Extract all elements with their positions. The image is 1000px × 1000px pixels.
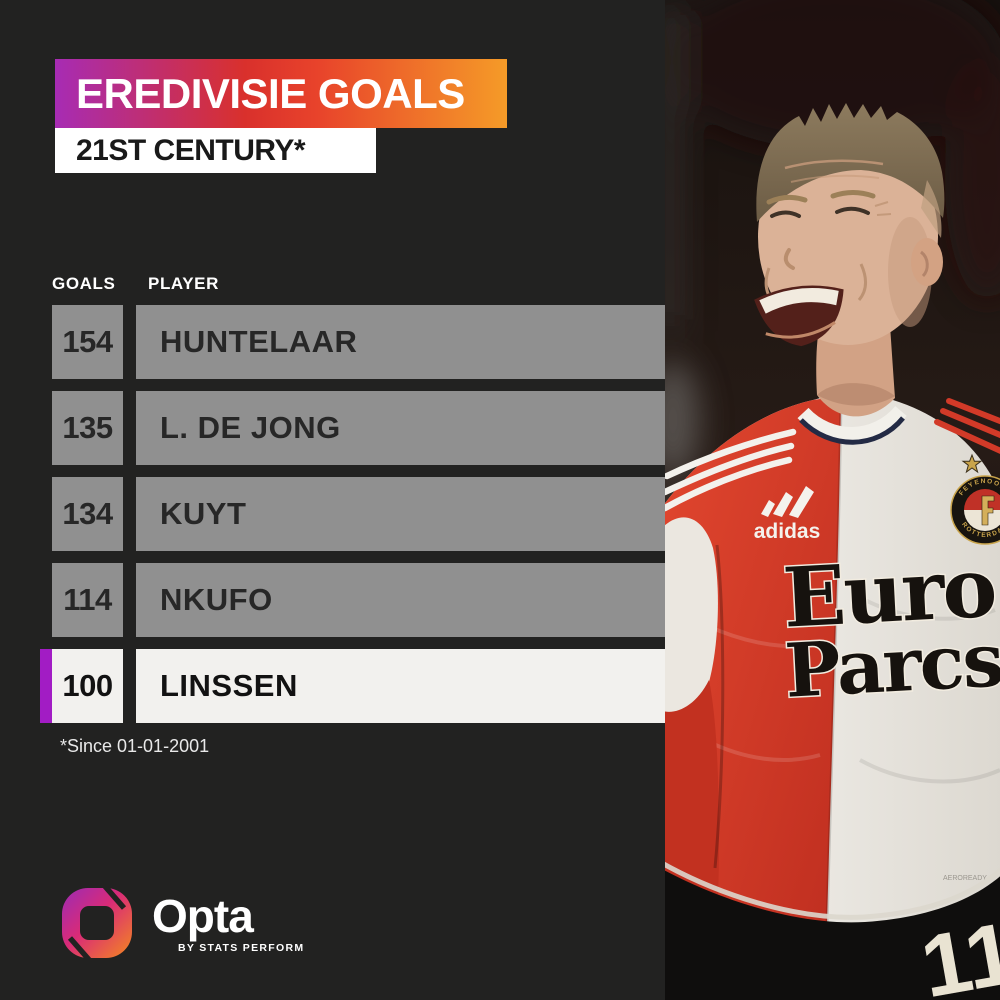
subtitle-box: 21ST CENTURY* xyxy=(55,128,376,173)
player-head xyxy=(754,103,945,417)
highlight-accent-bar xyxy=(40,477,52,551)
cell-gap xyxy=(123,305,136,379)
feyenoord-crest: FEYENOORD ROTTERDAM xyxy=(950,453,1000,545)
player-cell: LINSSEN xyxy=(136,649,665,723)
shoulder-stripes-left xyxy=(665,428,797,512)
table-row: 134 KUYT xyxy=(40,477,665,551)
goals-cell: 154 xyxy=(52,305,123,379)
sponsor-line1: Euro xyxy=(781,540,998,647)
goals-cell: 114 xyxy=(52,563,123,637)
player-photo: adidas AEROREADY FEYENOORD ROTTERDAM xyxy=(665,0,1000,1000)
opta-brand: Opta BY STATS PERFORM xyxy=(56,882,304,964)
goals-cell: 134 xyxy=(52,477,123,551)
aeroready-tag: AEROREADY xyxy=(943,875,987,882)
goals-cell: 135 xyxy=(52,391,123,465)
player-cell: L. DE JONG xyxy=(136,391,665,465)
shoulder-stripes-right xyxy=(934,398,1000,454)
adidas-logo-icon xyxy=(761,486,814,518)
table-row-highlighted: 100 LINSSEN xyxy=(40,649,665,723)
opta-logo-icon xyxy=(62,882,132,964)
highlight-accent-bar xyxy=(40,305,52,379)
table-row: 135 L. DE JONG xyxy=(40,391,665,465)
brand-text: Opta BY STATS PERFORM xyxy=(152,893,304,954)
cell-gap xyxy=(123,563,136,637)
table-row: 114 NKUFO xyxy=(40,563,665,637)
mouth xyxy=(754,285,844,347)
stats-table: 154 HUNTELAAR 135 L. DE JONG 134 KUYT 11… xyxy=(40,305,665,723)
goals-cell: 100 xyxy=(52,649,123,723)
sponsor-line2: Parcs xyxy=(783,617,1000,714)
player-cell: NKUFO xyxy=(136,563,665,637)
brand-name: Opta xyxy=(152,889,254,942)
player-cell: KUYT xyxy=(136,477,665,551)
footnote: *Since 01-01-2001 xyxy=(60,736,210,756)
shorts-number: 11 xyxy=(914,903,1000,1000)
title-banner: EREDIVISIE GOALS xyxy=(55,59,507,128)
highlight-accent-bar xyxy=(40,649,52,723)
column-header-goals: GOALS xyxy=(52,274,116,293)
cell-gap xyxy=(123,477,136,551)
crest-star xyxy=(961,453,983,474)
table-row: 154 HUNTELAAR xyxy=(40,305,665,379)
highlight-accent-bar xyxy=(40,391,52,465)
player-shorts: 11 xyxy=(665,861,1000,1000)
adidas-wordmark: adidas xyxy=(754,520,821,543)
player-shirt: adidas AEROREADY FEYENOORD ROTTERDAM xyxy=(665,394,1000,1000)
cell-gap xyxy=(123,391,136,465)
sponsor-text: Euro Parcs xyxy=(779,538,1000,716)
brand-byline: BY STATS PERFORM xyxy=(178,941,305,954)
cell-gap xyxy=(123,649,136,723)
crest-letter-f xyxy=(981,495,995,526)
page-subtitle: 21ST CENTURY* xyxy=(76,133,306,167)
sleeve-white-band xyxy=(665,517,718,714)
player-cell: HUNTELAAR xyxy=(136,305,665,379)
page-title: EREDIVISIE GOALS xyxy=(76,69,465,117)
highlight-accent-bar xyxy=(40,563,52,637)
collar xyxy=(797,405,907,442)
column-header-player: PLAYER xyxy=(148,274,219,293)
hair xyxy=(756,103,945,222)
